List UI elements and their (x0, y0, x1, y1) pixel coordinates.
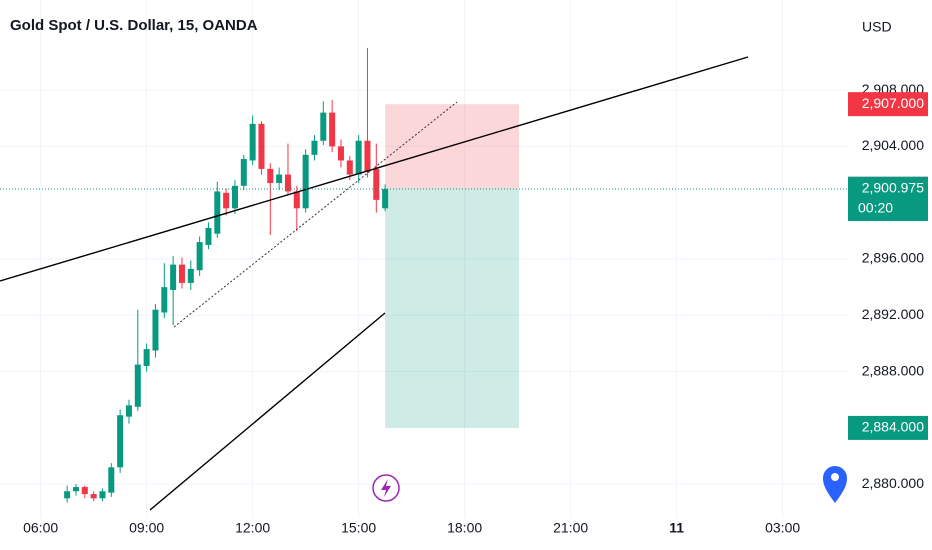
candle-body (108, 467, 115, 493)
pin[interactable] (823, 466, 847, 503)
currency: USD (862, 19, 892, 35)
candle-body (81, 487, 88, 495)
candle-body (240, 159, 247, 186)
y-tick-label: 2,904.000 (862, 137, 924, 153)
lightning[interactable] (381, 479, 391, 497)
candle-body (258, 123, 265, 169)
y-tick-label: 2,888.000 (862, 362, 924, 378)
x-tick-label: 21:00 (553, 520, 588, 536)
y-tick-label: 2,880.000 (862, 475, 924, 491)
candle-body (320, 112, 327, 141)
candle-body (72, 487, 79, 492)
target-zone (385, 188, 519, 428)
candle-body (302, 154, 309, 209)
dotted-line (173, 101, 458, 328)
x-tick-label: 06:00 (23, 520, 58, 536)
x-tick-label: 12:00 (235, 520, 270, 536)
overlay: 2,908.0002,904.0002,896.0002,892.0002,88… (0, 81, 928, 536)
trend-line (149, 312, 386, 511)
price-label: 2,884.000 (862, 419, 924, 435)
candle-body (329, 112, 336, 147)
candle-body (214, 191, 221, 234)
candles (64, 47, 389, 503)
candle-body (276, 174, 283, 183)
candle-body (178, 264, 185, 283)
price-label: 2,907.000 (862, 95, 924, 111)
candle-body (284, 174, 291, 192)
position-zones (385, 104, 519, 428)
candle-body (205, 228, 212, 245)
grid (0, 0, 848, 518)
price-label: 2,900.975 (862, 180, 924, 196)
candle-body (223, 192, 230, 209)
candle-body (90, 494, 97, 499)
x-tick-label: 03:00 (765, 520, 800, 536)
candle-body (125, 405, 132, 417)
x-tick-label: 15:00 (341, 520, 376, 536)
candle-body (382, 188, 389, 209)
candle-body (134, 364, 141, 407)
trend-line (0, 56, 749, 282)
pin-dot[interactable] (831, 473, 839, 481)
candle-body (267, 168, 274, 183)
candle-body (231, 185, 238, 209)
price-label-box (848, 92, 928, 117)
candle-body (364, 140, 371, 172)
candle-body (187, 268, 194, 283)
stop-zone (385, 104, 519, 189)
candle-body (99, 491, 106, 499)
candle-body (293, 191, 300, 209)
candle-body (196, 242, 203, 271)
candle-body (337, 146, 344, 161)
candle-body (117, 415, 124, 468)
y-tick-label: 2,892.000 (862, 306, 924, 322)
candle-body (373, 168, 380, 200)
candle-body (152, 309, 159, 351)
x-tick-label: 11 (669, 520, 684, 536)
candle-body (143, 349, 150, 366)
candle-body (311, 140, 318, 155)
location-pin[interactable] (823, 466, 847, 503)
event-icon[interactable] (372, 474, 400, 502)
price-label-box (848, 415, 928, 440)
countdown: 00:20 (858, 200, 893, 216)
candle-body (346, 160, 353, 175)
price-label-box (848, 176, 928, 221)
candle-body (355, 140, 362, 175)
x-tick-label: 18:00 (447, 520, 482, 536)
candle-body (161, 287, 168, 313)
chart-title: Gold Spot / U.S. Dollar, 15, OANDA (10, 17, 258, 34)
x-tick-label: 09:00 (129, 520, 164, 536)
candle-body (249, 123, 256, 161)
candle-body (170, 264, 177, 290)
trend-lines (0, 56, 749, 511)
candle-body (64, 491, 71, 499)
y-tick-label: 2,896.000 (862, 250, 924, 266)
